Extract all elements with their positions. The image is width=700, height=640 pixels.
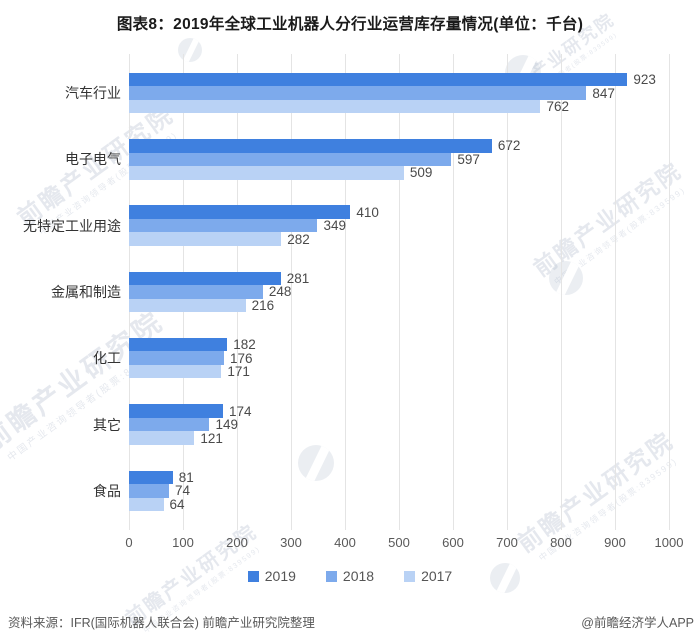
bar-2017 [129, 364, 222, 379]
bar-value-label: 174 [228, 403, 252, 419]
bar-value-label: 509 [409, 165, 433, 181]
bar-2018 [129, 417, 210, 432]
bar-2019 [129, 205, 351, 219]
bar-value-label: 282 [287, 231, 310, 247]
bar-value-label: 216 [251, 297, 275, 313]
source-note: 资料来源：IFR(国际机器人联合会) 前瞻产业研究院整理 [8, 616, 315, 630]
bar-2019 [129, 139, 492, 153]
category-label: 无特定工业用途 [23, 217, 121, 234]
bar-2017 [129, 298, 246, 313]
gridline-vertical [561, 54, 562, 530]
bar-value-label: 672 [497, 138, 521, 154]
bar-value-label: 597 [457, 151, 480, 167]
x-axis-tick-label: 0 [125, 535, 133, 550]
bar-2018 [129, 351, 225, 365]
bar-2019 [129, 271, 281, 286]
bar-value-label: 923 [633, 72, 656, 87]
bar-value-label: 81 [178, 469, 194, 485]
x-axis-tick-label: 300 [280, 535, 302, 550]
bar-value-label: 64 [169, 496, 185, 512]
gridline-vertical [615, 54, 616, 530]
bar-2019 [129, 72, 628, 87]
bar-2017 [129, 166, 404, 180]
x-axis-tick-label: 700 [496, 535, 518, 550]
gridline-vertical [399, 54, 400, 530]
x-axis-tick-label: 600 [442, 535, 464, 550]
category-label: 食品 [93, 482, 121, 499]
bar-value-label: 847 [592, 85, 615, 101]
legend-label: 2019 [264, 568, 296, 584]
x-axis-tick-label: 900 [604, 535, 626, 550]
bar-2018 [129, 152, 452, 167]
x-axis-tick-label: 400 [334, 535, 356, 550]
gridline-vertical [453, 54, 454, 530]
legend-item-2018: 2018 [325, 568, 375, 584]
legend-label: 2017 [421, 568, 453, 584]
category-label: 其它 [93, 416, 121, 433]
gridline-vertical [669, 54, 670, 530]
x-axis-tick-label: 800 [550, 535, 572, 550]
bar-value-label: 281 [286, 270, 310, 286]
legend: 2019 2018 2017 [0, 568, 700, 584]
bar-2017 [129, 232, 282, 246]
credit-note: @前瞻经济学人APP [581, 616, 694, 630]
bar-value-label: 248 [268, 284, 292, 300]
x-axis-tick-label: 1000 [654, 535, 684, 550]
category-label: 金属和制造 [51, 283, 121, 300]
gridline-vertical [291, 54, 292, 530]
legend-item-2017: 2017 [404, 568, 452, 584]
bar-value-label: 762 [546, 99, 569, 114]
legend-swatch [325, 570, 337, 582]
x-axis-tick-label: 100 [172, 535, 194, 550]
legend-swatch [247, 570, 259, 582]
category-label: 电子电气 [65, 151, 121, 168]
x-axis-tick-label: 500 [388, 535, 410, 550]
x-axis-tick-label: 200 [226, 535, 248, 550]
bar-2018 [129, 218, 318, 233]
bar-value-label: 171 [227, 364, 250, 380]
category-label: 化工 [93, 350, 121, 367]
bar-value-label: 121 [200, 430, 223, 446]
bar-value-label: 149 [215, 417, 238, 432]
bar-2017 [129, 99, 541, 114]
bar-value-label: 410 [356, 204, 379, 220]
bar-2017 [129, 497, 164, 512]
bar-value-label: 349 [323, 218, 346, 234]
bar-value-label: 182 [233, 337, 256, 353]
category-label: 汽车行业 [65, 85, 121, 101]
bar-value-label: 176 [230, 350, 253, 366]
bar-value-label: 74 [174, 483, 190, 499]
bar-2019 [129, 404, 223, 418]
bar-2017 [129, 431, 195, 445]
bar-2019 [129, 470, 173, 485]
legend-swatch [404, 570, 416, 582]
gridline-vertical [345, 54, 346, 530]
bar-2018 [129, 484, 169, 498]
legend-label: 2018 [342, 568, 375, 584]
gridline-vertical [507, 54, 508, 530]
legend-item-2019: 2019 [247, 568, 296, 584]
bar-2018 [129, 285, 263, 299]
chart-title: 图表8：2019年全球工业机器人分行业运营库存量情况(单位：千台) [116, 16, 584, 33]
bar-2019 [129, 337, 228, 352]
bar-2018 [129, 86, 587, 100]
